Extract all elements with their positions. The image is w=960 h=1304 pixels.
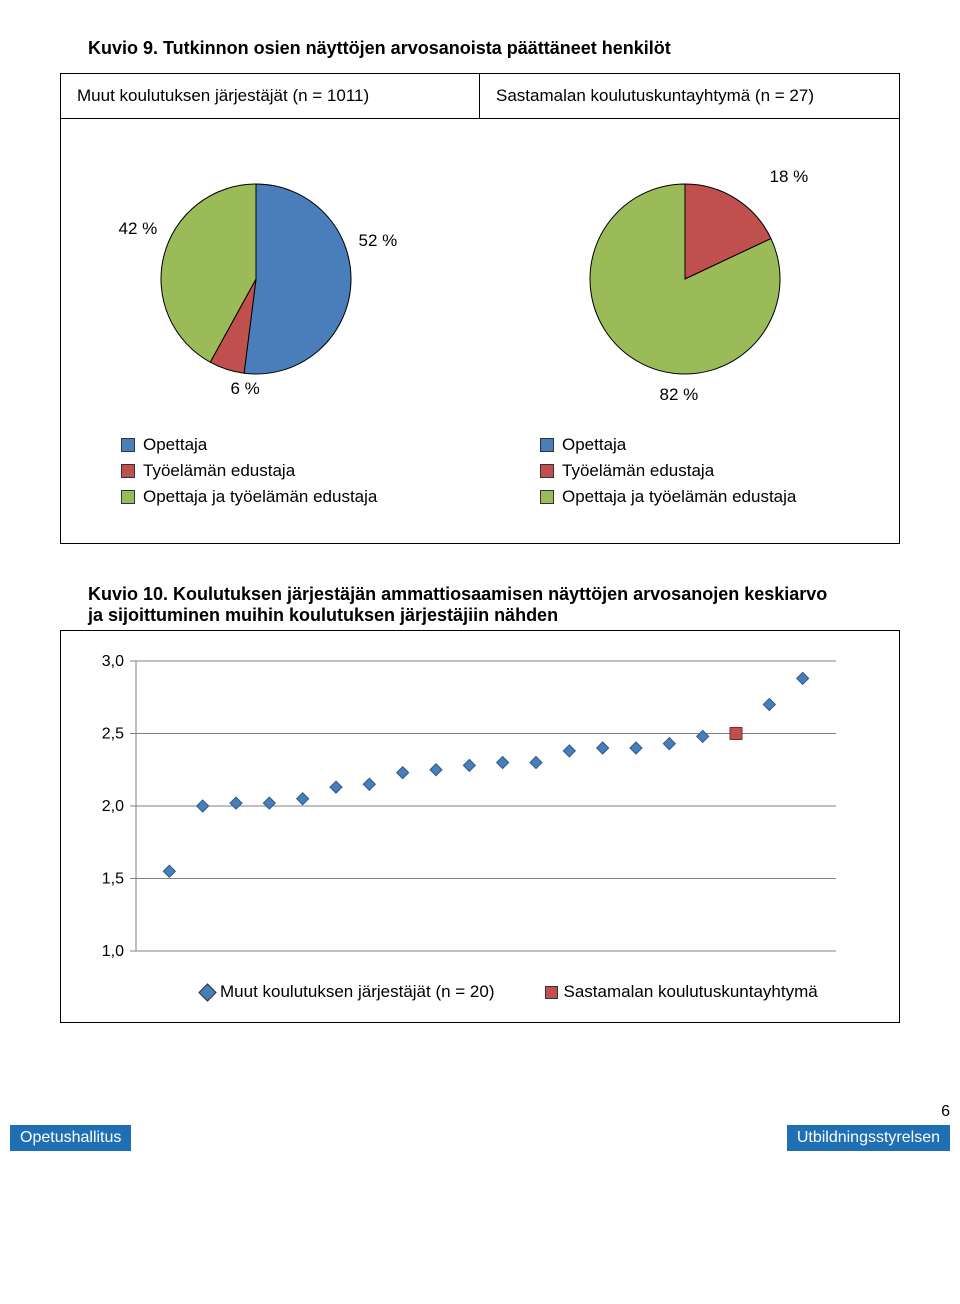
legend-series-b: Sastamalan koulutuskuntayhtymä [564,982,818,1002]
pie-right-legend: Opettaja Työelämän edustaja Opettaja ja ty… [480,429,796,513]
pct-label: 18 % [770,167,809,187]
legend-swatch [540,438,554,452]
pct-label: 82 % [660,385,699,405]
legend-label: Työelämän edustaja [143,461,295,481]
legend-label: Opettaja [562,435,626,455]
legend-swatch [121,438,135,452]
legend-label: Opettaja ja työelämän edustaja [562,487,796,507]
footer-right: Utbildningsstyrelsen [787,1125,950,1151]
kuvio9-title: Kuvio 9. Tutkinnon osien näyttöjen arvos… [88,38,900,59]
legend-swatch [121,464,135,478]
legend-item: Työelämän edustaja [540,461,796,481]
legend-swatch [540,464,554,478]
pie-header-row: Muut koulutuksen järjestäjät (n = 1011) … [61,74,899,119]
legend-swatch [121,490,135,504]
scatter-legend: Muut koulutuksen järjestäjät (n = 20) Sa… [81,982,879,1002]
legend-item: Opettaja ja työelämän edustaja [121,487,377,507]
legend-label: Opettaja [143,435,207,455]
legend-item: Opettaja ja työelämän edustaja [540,487,796,507]
pct-label: 42 % [119,219,158,239]
pie-header-right: Sastamalan koulutuskuntayhtymä (n = 27) [480,74,899,118]
footer-left: Opetushallitus [10,1125,131,1151]
legend-item: Opettaja [121,435,377,455]
legend-item: Työelämän edustaja [121,461,377,481]
pie-left-legend: Opettaja Työelämän edustaja Opettaja ja ty… [61,429,377,513]
svg-text:1,5: 1,5 [102,871,124,888]
svg-text:1,0: 1,0 [102,943,124,960]
kuvio10-box: 1,0 1,5 2,0 2,5 3,0 Muut koulutuksen järjest… [60,630,900,1023]
scatter-chart: 1,0 1,5 2,0 2,5 3,0 [81,651,841,971]
svg-text:2,0: 2,0 [102,798,124,815]
kuvio10-title: Kuvio 10. Koulutuksen järjestäjän ammatt… [88,584,900,626]
pct-label: 6 % [231,379,260,399]
legend-label: Opettaja ja työelämän edustaja [143,487,377,507]
kuvio9-box: Muut koulutuksen järjestäjät (n = 1011) … [60,73,900,544]
legend-swatch [540,490,554,504]
pie-right: 18 %82 % [530,159,850,399]
svg-text:3,0: 3,0 [102,653,124,670]
pie-header-left: Muut koulutuksen järjestäjät (n = 1011) [61,74,480,118]
legend-label: Työelämän edustaja [562,461,714,481]
footer-page: 6 [787,1103,950,1121]
svg-text:2,5: 2,5 [102,726,124,743]
pie-left: 52 % 6 % 42 % [111,159,431,399]
legend-item: Opettaja [540,435,796,455]
legend-series-a: Muut koulutuksen järjestäjät (n = 20) [220,982,495,1002]
pct-label: 52 % [359,231,398,251]
